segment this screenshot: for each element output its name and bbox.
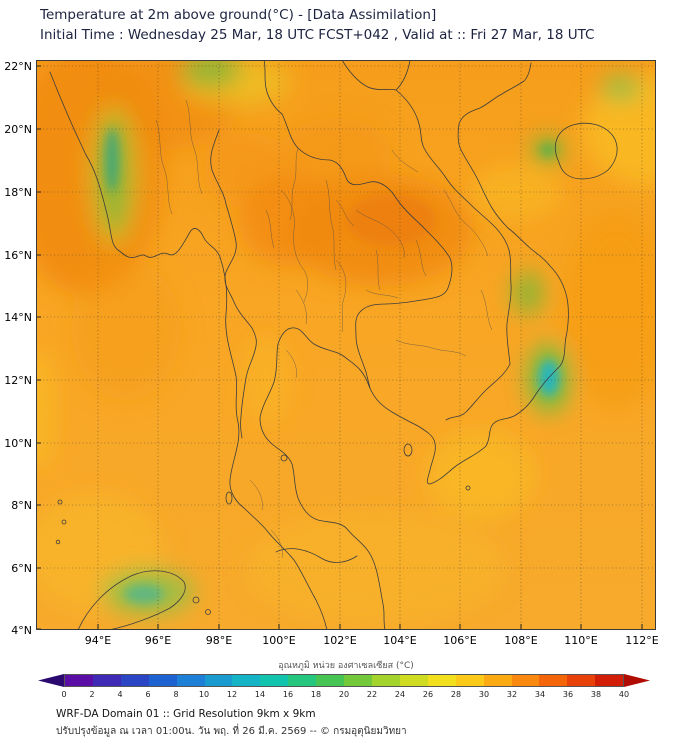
colorbar-segment <box>595 675 624 686</box>
lon-axis-label: 102°E <box>323 634 357 647</box>
lat-axis-label: 6°N <box>11 562 32 575</box>
province-borders <box>155 99 493 559</box>
colorbar-segment <box>120 675 149 686</box>
colorbar-tick-label: 38 <box>590 690 602 699</box>
colorbar-segment <box>176 675 205 686</box>
footer-update-info: ปรับปรุงข้อมูล ณ เวลา 01:00น. วัน พฤ. ที… <box>56 726 407 737</box>
colorbar-tick-label: 14 <box>254 690 266 699</box>
colorbar-segment <box>371 675 400 686</box>
colorbar-tick-label: 18 <box>310 690 322 699</box>
colorbar-tick-label: 26 <box>422 690 434 699</box>
colorbar-tick-label: 8 <box>173 690 179 699</box>
lon-axis-label: 106°E <box>443 634 477 647</box>
colorbar-left-arrow <box>38 674 64 687</box>
colorbar-segment <box>148 675 177 686</box>
colorbar <box>38 674 650 687</box>
colorbar-tick-label: 6 <box>145 690 151 699</box>
lat-axis-label: 12°N <box>4 374 32 387</box>
colorbar-tick-label: 4 <box>117 690 123 699</box>
colorbar-segment <box>399 675 428 686</box>
colorbar-segment <box>483 675 512 686</box>
colorbar-segment <box>260 675 289 686</box>
lat-axis-label: 8°N <box>11 499 32 512</box>
colorbar-ticks: 0 2 4 6 8 10 12 14 16 18 20 22 24 26 28 30 32 34 36 38 40 <box>61 690 629 701</box>
colorbar-segment <box>288 675 317 686</box>
colorbar-segment <box>511 675 540 686</box>
colorbar-tick-label: 2 <box>89 690 95 699</box>
colorbar-segment <box>316 675 345 686</box>
lat-axis-label: 22°N <box>4 60 32 73</box>
colorbar-tick-label: 34 <box>534 690 546 699</box>
lon-axis-label: 96°E <box>144 634 172 647</box>
colorbar-tick-label: 36 <box>562 690 574 699</box>
colorbar-segment <box>539 675 568 686</box>
colorbar-label: อุณหภูมิ หน่วย องศาเซลเซียส (°C) <box>278 661 414 671</box>
colorbar-segment <box>204 675 233 686</box>
country-borders <box>49 59 618 633</box>
lon-axis-label: 98°E <box>205 634 233 647</box>
colorbar-tick-label: 16 <box>282 690 294 699</box>
colorbar-tick-label: 22 <box>366 690 378 699</box>
temperature-field-cores <box>105 128 559 604</box>
title-block: Temperature at 2m above ground(°C) - [Da… <box>40 5 594 45</box>
lon-axis-label: 112°E <box>625 634 659 647</box>
colorbar-tick-label: 12 <box>226 690 238 699</box>
colorbar-tick-label: 28 <box>450 690 462 699</box>
lon-axis-label: 100°E <box>262 634 296 647</box>
lat-axis-label: 4°N <box>11 624 32 637</box>
map-border <box>36 60 656 630</box>
colorbar-strip <box>64 674 624 687</box>
lon-axis-label: 110°E <box>564 634 598 647</box>
map-graphic <box>8 45 676 633</box>
page-subtitle: Initial Time : Wednesday 25 Mar, 18 UTC … <box>40 27 595 43</box>
colorbar-tick-label: 40 <box>618 690 630 699</box>
colorbar-tick-label: 32 <box>506 690 518 699</box>
colorbar-segment <box>344 675 372 686</box>
lat-axis-label: 20°N <box>4 123 32 136</box>
colorbar-segment <box>455 675 484 686</box>
map-container <box>8 45 676 633</box>
colorbar-tick-label: 10 <box>198 690 210 699</box>
colorbar-right-arrow <box>624 674 650 687</box>
page-title: Temperature at 2m above ground(°C) - [Da… <box>40 7 437 23</box>
colorbar-segment <box>427 675 456 686</box>
colorbar-tick-label: 0 <box>61 690 67 699</box>
colorbar-tick-label: 20 <box>338 690 350 699</box>
lon-axis-label: 104°E <box>383 634 417 647</box>
lat-axis-label: 10°N <box>4 437 32 450</box>
colorbar-segment <box>92 675 121 686</box>
lat-axis-label: 14°N <box>4 311 32 324</box>
lat-axis-label: 16°N <box>4 249 32 262</box>
colorbar-tick-label: 30 <box>478 690 490 699</box>
colorbar-segment <box>65 675 93 686</box>
footer: WRF-DA Domain 01 :: Grid Resolution 9km … <box>56 706 407 740</box>
colorbar-tick-label: 24 <box>394 690 406 699</box>
lon-axis-label: 94°E <box>84 634 112 647</box>
colorbar-segment <box>232 675 261 686</box>
lon-axis-label: 108°E <box>504 634 538 647</box>
lat-axis-label: 18°N <box>4 186 32 199</box>
footer-domain-info: WRF-DA Domain 01 :: Grid Resolution 9km … <box>56 708 316 720</box>
colorbar-segment <box>567 675 596 686</box>
